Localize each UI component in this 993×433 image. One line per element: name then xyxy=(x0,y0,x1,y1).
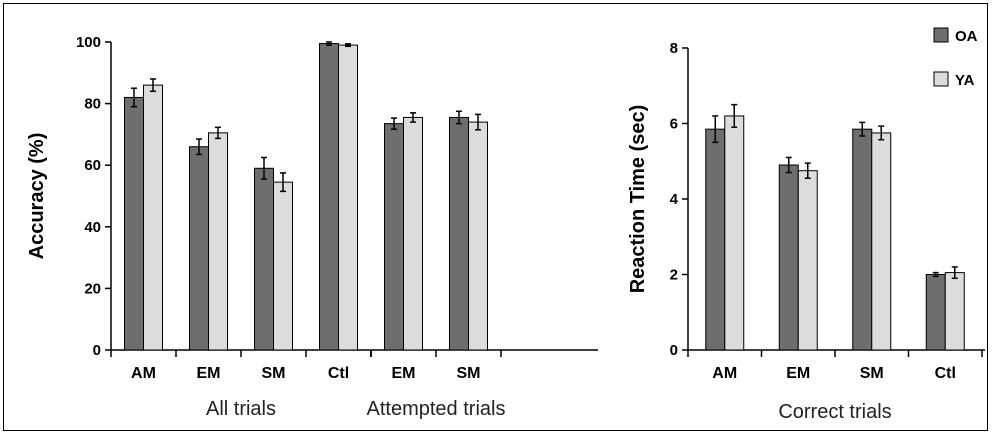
y-tick-label: 6 xyxy=(670,116,678,133)
y-tick-label: 60 xyxy=(84,157,101,174)
legend-swatch-ya xyxy=(933,71,949,87)
x-category-label: SM xyxy=(457,365,481,382)
x-category-label: SM xyxy=(262,365,286,382)
y-tick-label: 2 xyxy=(670,267,678,284)
legend-swatch-oa xyxy=(933,27,949,43)
bar-ya xyxy=(724,115,745,351)
bar-oa xyxy=(925,274,946,351)
bar-ya xyxy=(208,132,228,351)
bar-oa xyxy=(319,43,339,351)
x-category-label: SM xyxy=(860,365,884,382)
y-tick-label: 0 xyxy=(670,342,678,359)
y-tick-label: 4 xyxy=(670,191,679,208)
bar-ya xyxy=(273,181,293,351)
legend-label-ya: YA xyxy=(955,72,975,89)
bar-ya xyxy=(143,84,163,351)
group-label: Attempted trials xyxy=(367,398,506,420)
bar-oa xyxy=(705,128,726,351)
bar-ya xyxy=(871,132,892,351)
x-category-label: EM xyxy=(392,365,416,382)
group-label: All trials xyxy=(206,398,276,420)
bar-oa xyxy=(124,96,144,351)
x-category-label: AM xyxy=(131,365,156,382)
x-category-label: Ctl xyxy=(935,365,956,382)
bar-ya xyxy=(403,116,423,351)
figure-frame xyxy=(3,3,988,431)
bar-oa xyxy=(254,167,274,351)
y-axis-label: Accuracy (%) xyxy=(26,133,48,260)
legend-label-oa: OA xyxy=(955,28,978,45)
y-tick-label: 8 xyxy=(670,40,678,57)
bar-ya xyxy=(468,121,488,351)
y-tick-label: 80 xyxy=(84,96,101,113)
bar-ya xyxy=(797,170,818,351)
bar-ya xyxy=(338,44,358,351)
bar-oa xyxy=(449,116,469,351)
bar-oa xyxy=(778,164,799,351)
bar-ya xyxy=(944,272,965,351)
y-tick-label: 0 xyxy=(93,342,101,359)
y-tick-label: 40 xyxy=(84,219,101,236)
bar-oa xyxy=(189,146,209,351)
x-category-label: EM xyxy=(197,365,221,382)
y-axis-label: Reaction Time (sec) xyxy=(627,105,649,294)
x-category-label: AM xyxy=(712,365,737,382)
y-tick-label: 20 xyxy=(84,280,101,297)
y-tick-label: 100 xyxy=(76,34,101,51)
x-category-label: EM xyxy=(786,365,810,382)
bar-oa xyxy=(384,123,404,351)
x-category-label: Ctl xyxy=(328,365,349,382)
bar-oa xyxy=(852,128,873,351)
group-label: Correct trials xyxy=(778,401,891,423)
